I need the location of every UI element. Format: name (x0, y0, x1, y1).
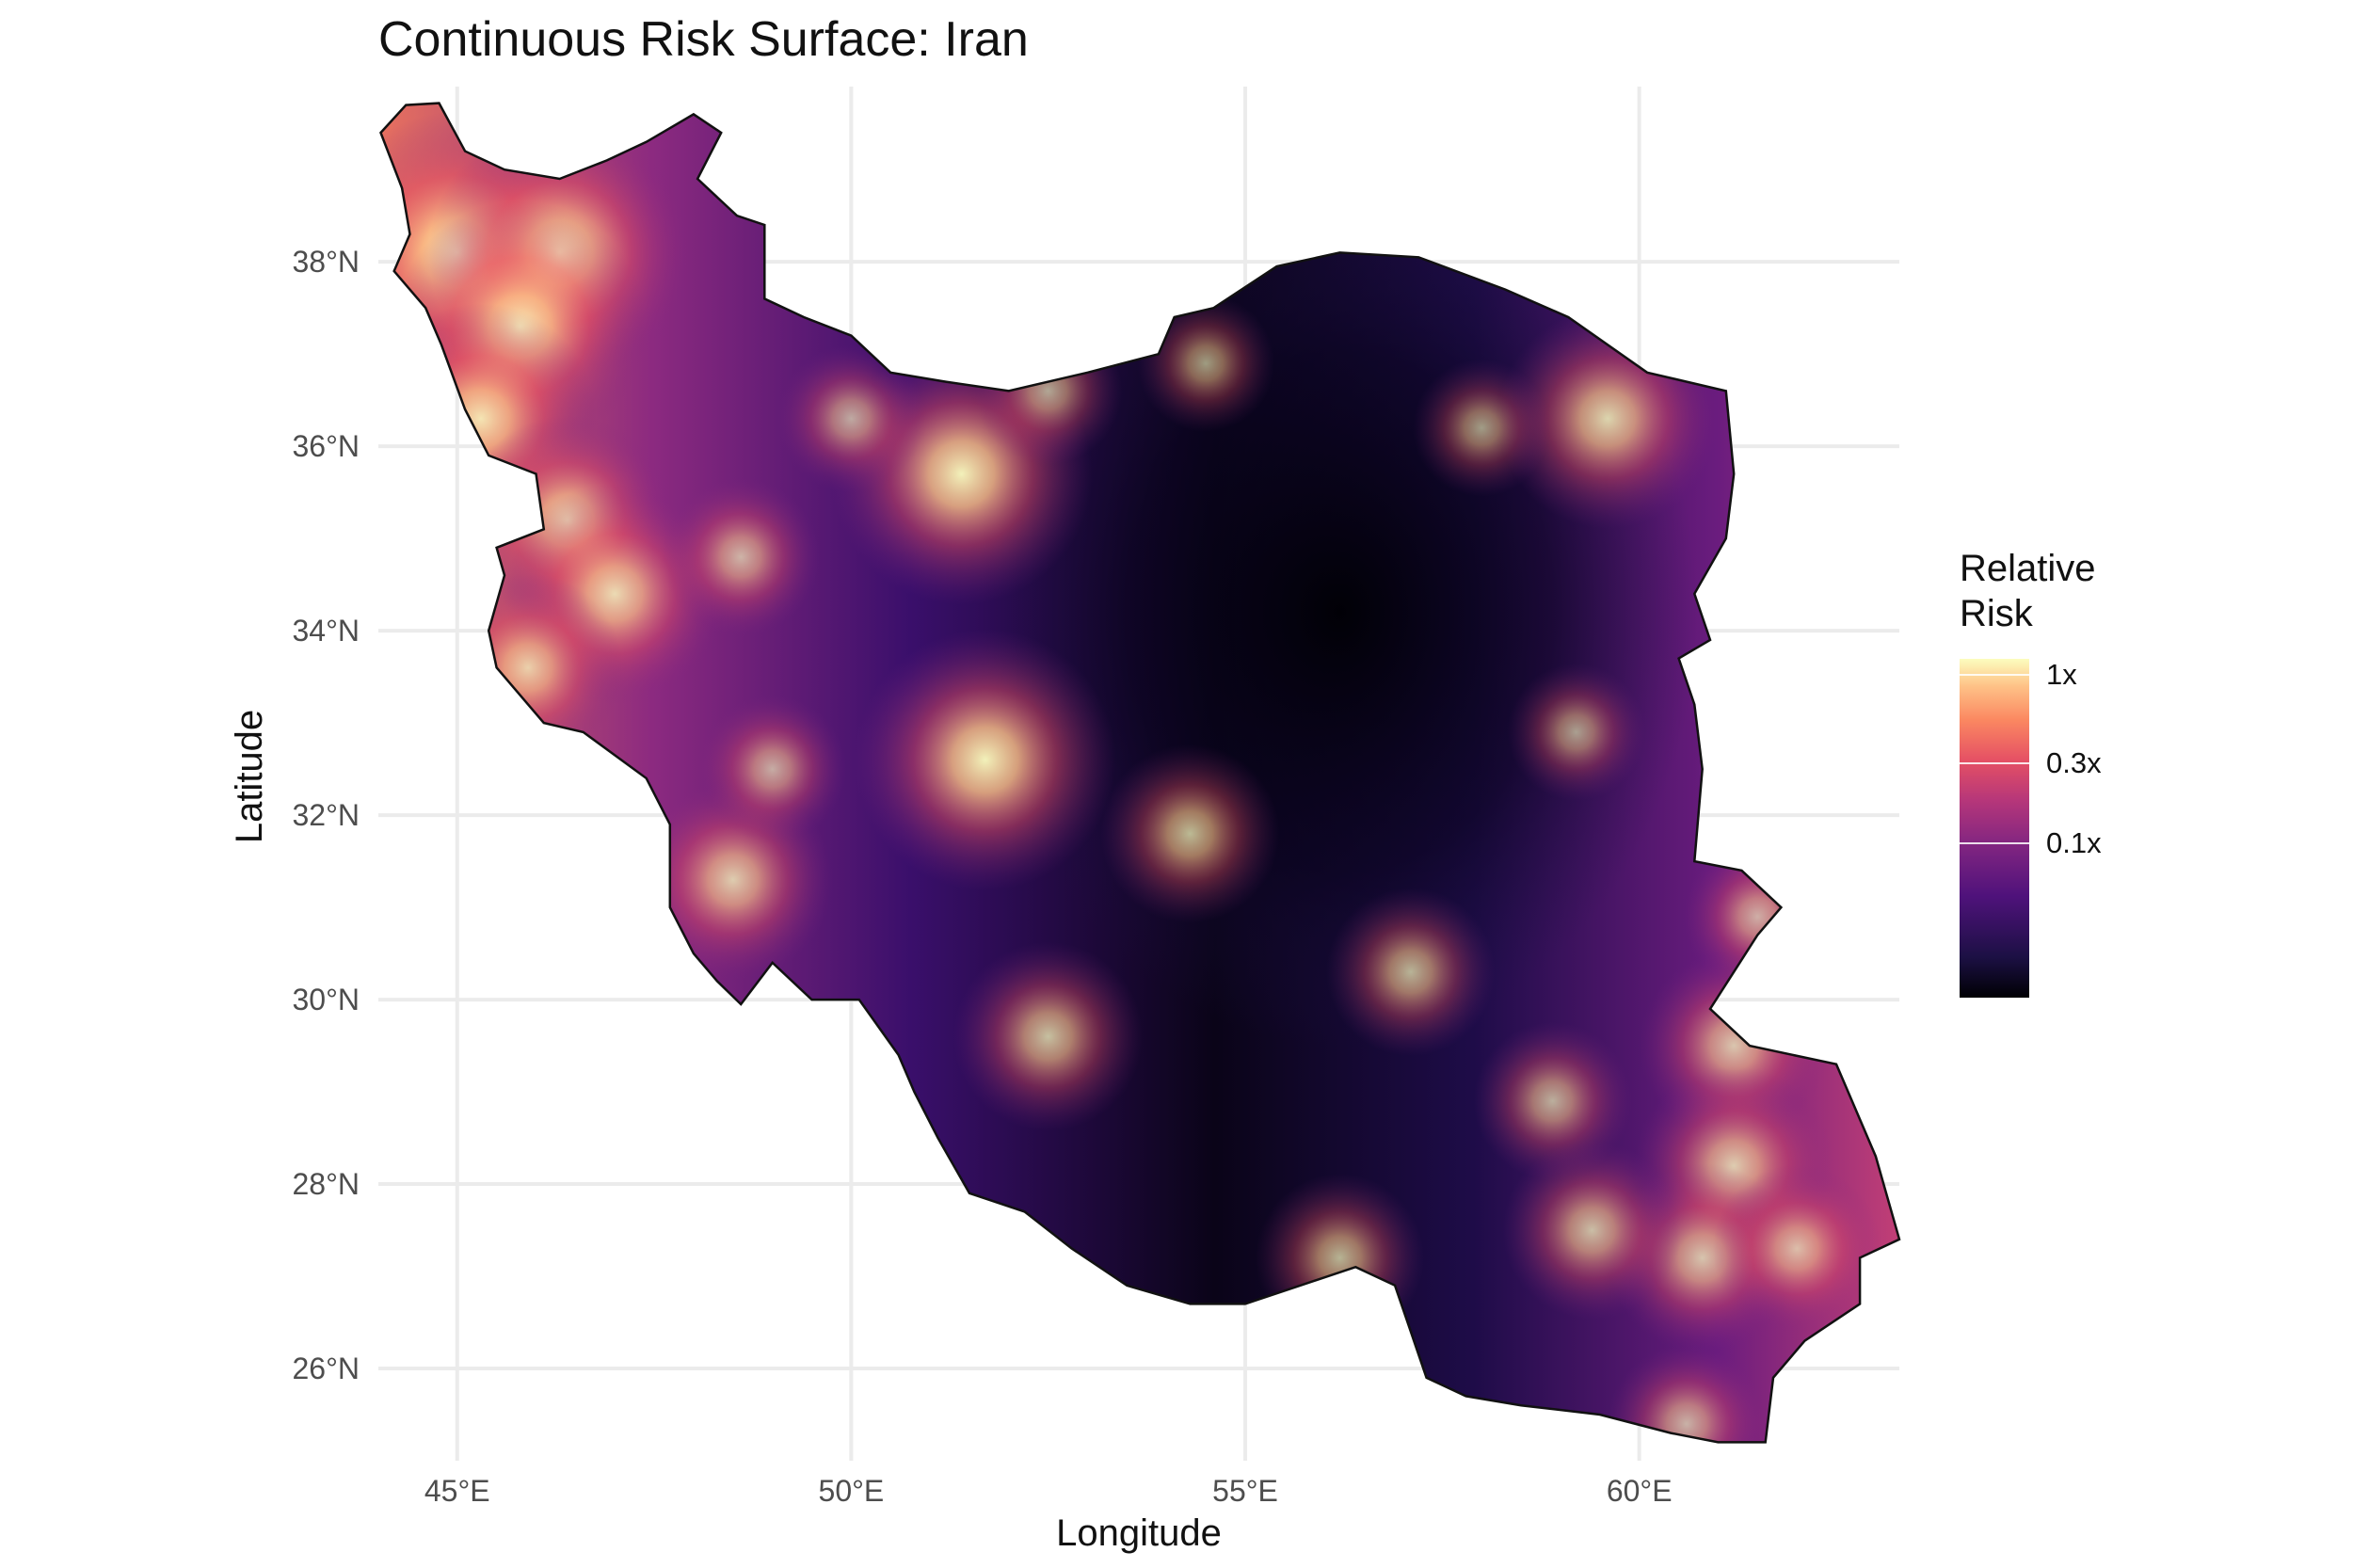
y-axis-label: Latitude (229, 710, 270, 843)
chart-title: Continuous Risk Surface: Iran (378, 12, 1029, 67)
risk-hotspot (776, 344, 925, 493)
x-tick-label: 45°E (424, 1474, 490, 1508)
risk-hotspot (1137, 294, 1275, 432)
risk-hotspot (953, 941, 1144, 1131)
legend-tick-mark (1960, 841, 2029, 844)
legend-tick-label: 1x (2046, 658, 2077, 692)
risk-hotspot (854, 629, 1116, 891)
risk-hotspot (1256, 1173, 1425, 1342)
risk-hotspot (1100, 744, 1280, 923)
risk-hotspot (1473, 1021, 1632, 1180)
y-tick-label: 34°N (293, 614, 360, 648)
risk-hotspot (433, 572, 623, 762)
x-axis-ticks: 45°E 50°E 55°E 60°E (424, 1474, 1673, 1508)
y-axis-ticks: 26°N 28°N 30°N 32°N 34°N 36°N 38°N (293, 245, 360, 1385)
risk-hotspot (1326, 888, 1496, 1057)
legend-tick-label: 0.3x (2046, 745, 2102, 779)
x-tick-label: 50°E (819, 1474, 885, 1508)
risk-hotspot (698, 695, 847, 843)
color-legend: Relative Risk 1x 0.3x 0.1x (1960, 546, 2204, 998)
y-tick-label: 26°N (293, 1352, 360, 1385)
y-tick-label: 38°N (293, 245, 360, 279)
risk-hotspot (662, 477, 821, 636)
y-tick-label: 30°N (293, 983, 360, 1016)
y-tick-label: 36°N (293, 429, 360, 463)
low-risk-core (982, 179, 1698, 1046)
x-tick-label: 60°E (1607, 1474, 1673, 1508)
y-tick-label: 32°N (293, 798, 360, 832)
x-axis-label: Longitude (1056, 1512, 1222, 1554)
y-tick-label: 28°N (293, 1167, 360, 1201)
risk-hotspot (1607, 1344, 1766, 1443)
country-boundary (379, 102, 1901, 1444)
legend-title: Relative Risk (1960, 548, 2096, 634)
legend-colorbar (1960, 659, 2029, 998)
risk-hotspot (1683, 842, 1832, 991)
risk-hotspot (974, 316, 1123, 465)
risk-hotspot (1712, 1164, 1881, 1334)
risk-hotspot (1413, 359, 1551, 497)
legend-tick-mark (1960, 761, 2029, 764)
risk-surface (380, 103, 1899, 1443)
x-tick-label: 55°E (1212, 1474, 1278, 1508)
legend-tick-mark (1960, 674, 2029, 677)
risk-hotspot (1502, 1141, 1682, 1320)
legend-tick-label: 0.1x (2046, 825, 2102, 859)
risk-hotspot (1507, 663, 1645, 801)
